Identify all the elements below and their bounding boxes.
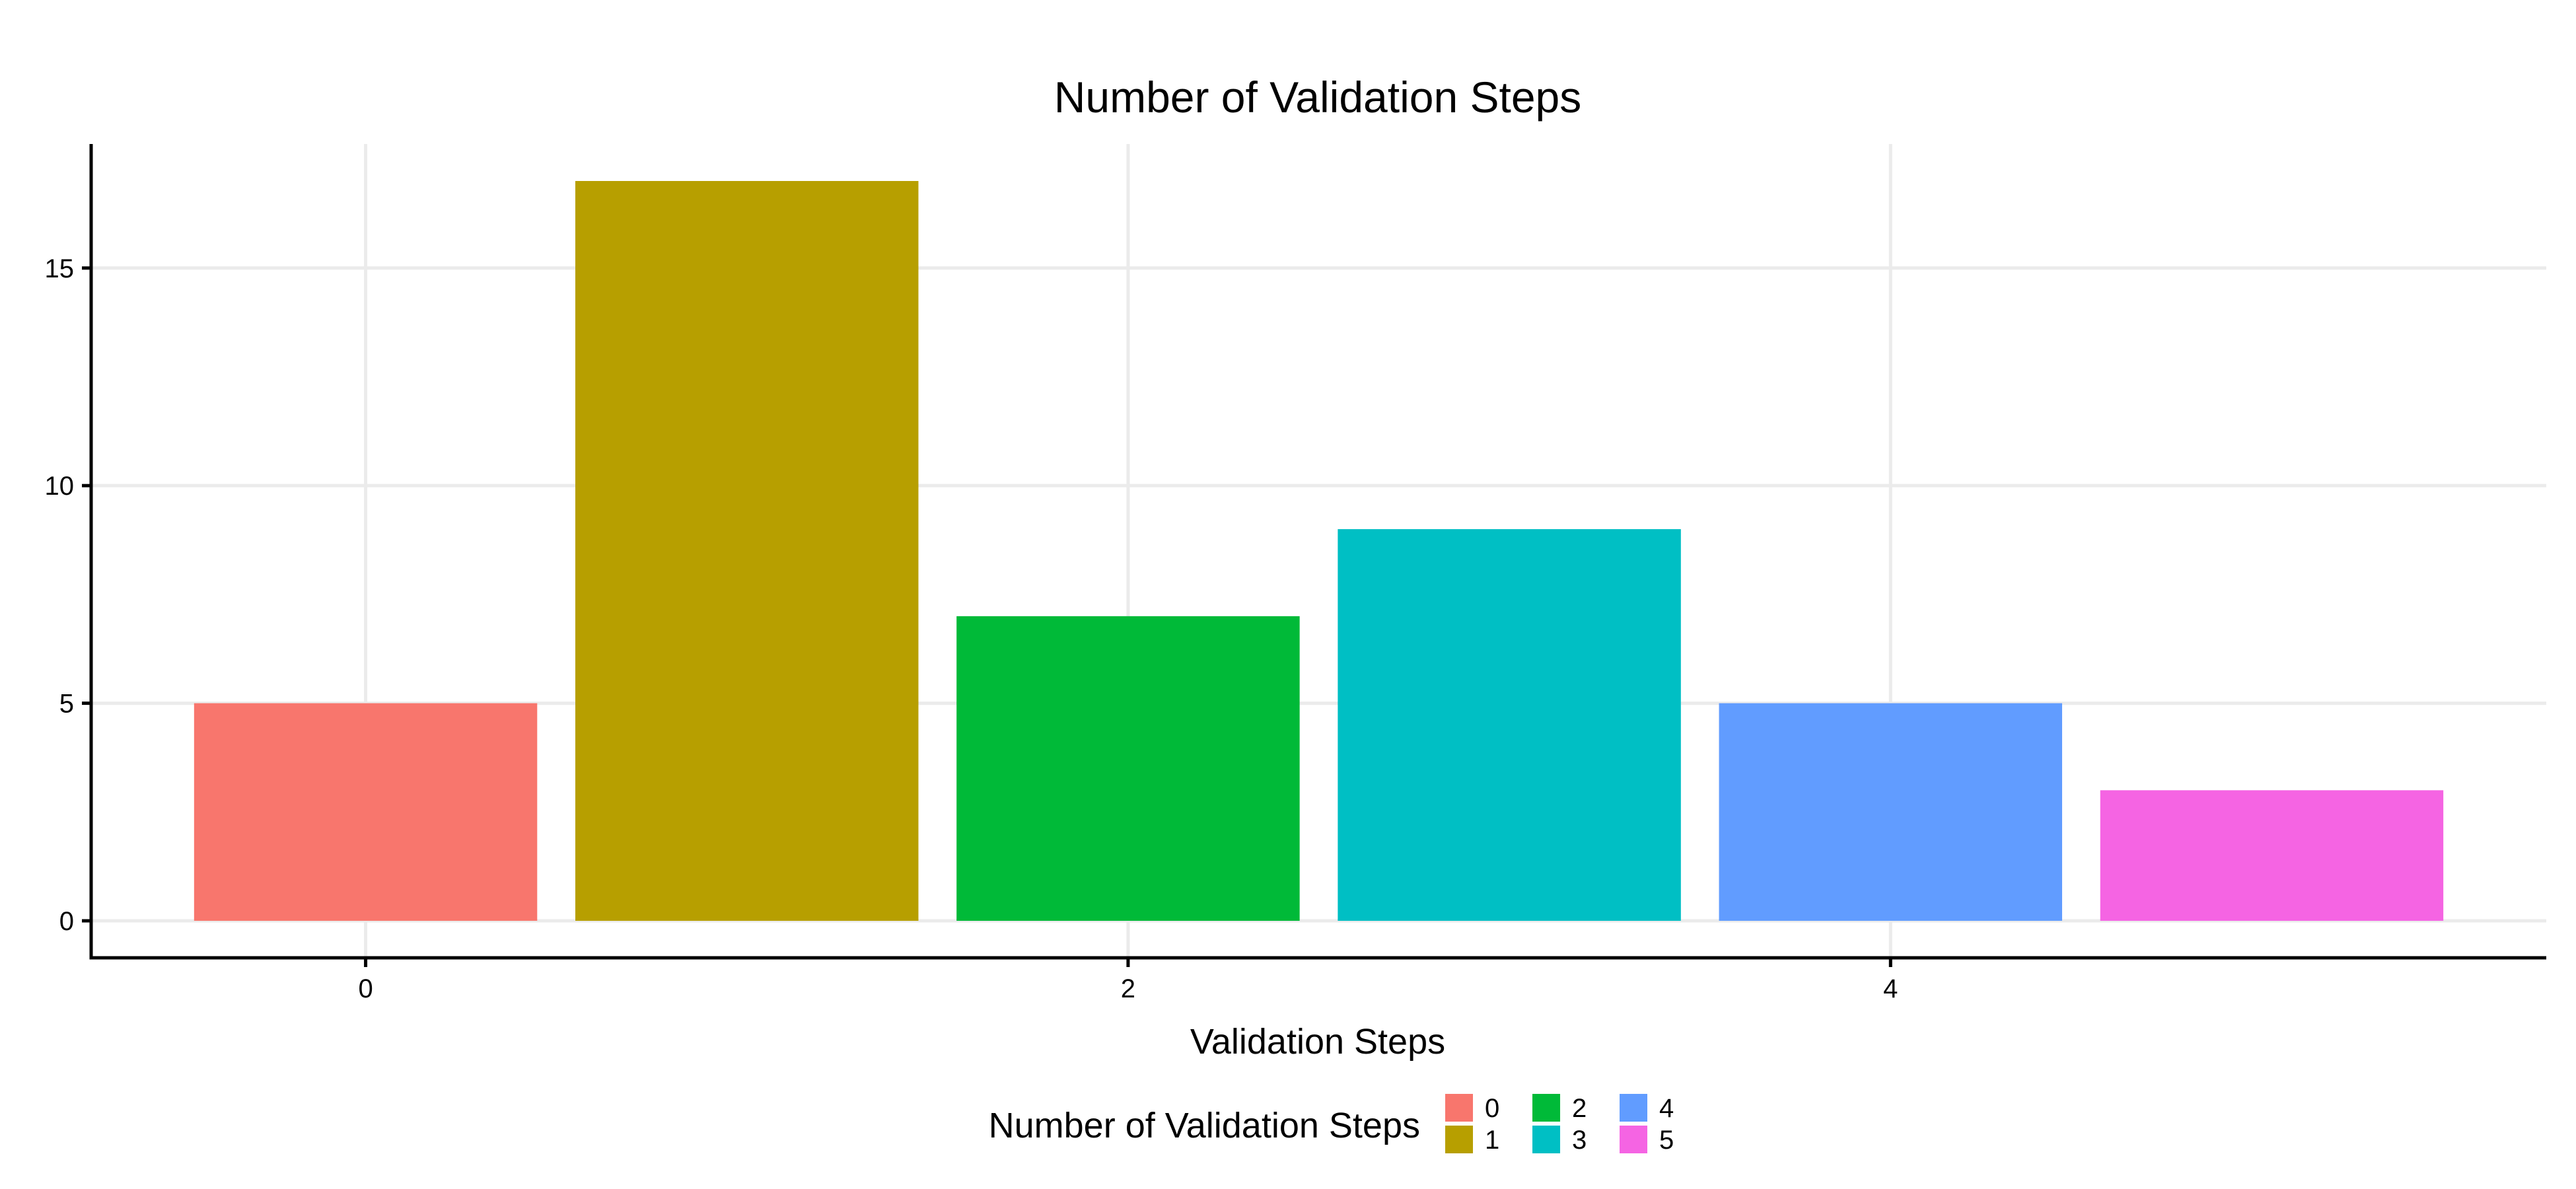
legend-label: 2 (1572, 1094, 1587, 1123)
legend-swatch (1532, 1094, 1560, 1122)
legend-item-3: 3 (1532, 1126, 1587, 1155)
legend-item-0: 0 (1445, 1094, 1499, 1123)
legend-swatch (1620, 1126, 1647, 1153)
legend: Number of Validation Steps 0 1 2 3 4 5 (989, 1094, 1674, 1155)
legend-label: 5 (1659, 1126, 1674, 1155)
x-tick-label: 2 (1121, 974, 1135, 1003)
legend-item-4: 4 (1620, 1094, 1674, 1123)
legend-swatch (1445, 1094, 1473, 1122)
legend-title: Number of Validation Steps (989, 1106, 1420, 1145)
x-tick-label: 0 (358, 974, 373, 1003)
legend-label: 1 (1485, 1126, 1499, 1155)
bar-3 (1338, 529, 1681, 921)
axes (89, 144, 2546, 960)
y-tick-label: 0 (59, 907, 74, 936)
y-tick-label: 10 (45, 472, 75, 501)
bar-4 (1719, 703, 2062, 921)
x-tick-label: 4 (1883, 974, 1898, 1003)
x-axis-title: Validation Steps (1190, 1022, 1445, 1062)
bar-5 (2100, 790, 2444, 921)
bars (194, 181, 2444, 921)
x-axis-ticks: 0 2 4 (358, 958, 1898, 1003)
bar-1 (575, 181, 919, 921)
legend-item-5: 5 (1620, 1126, 1674, 1155)
legend-swatch (1445, 1126, 1473, 1153)
legend-label: 0 (1485, 1094, 1499, 1123)
chart-title: Number of Validation Steps (1054, 73, 1582, 122)
bar-2 (956, 616, 1300, 921)
legend-items: 0 1 2 3 4 5 (1445, 1094, 1674, 1155)
legend-swatch (1620, 1094, 1647, 1122)
legend-swatch (1532, 1126, 1560, 1153)
bar-0 (194, 703, 538, 921)
legend-item-2: 2 (1532, 1094, 1587, 1123)
y-axis-ticks: 0 5 10 15 (45, 254, 91, 936)
y-tick-label: 15 (45, 254, 75, 283)
y-tick-label: 5 (59, 690, 74, 719)
legend-label: 4 (1659, 1094, 1674, 1123)
legend-label: 3 (1572, 1126, 1587, 1155)
legend-item-1: 1 (1445, 1126, 1499, 1155)
